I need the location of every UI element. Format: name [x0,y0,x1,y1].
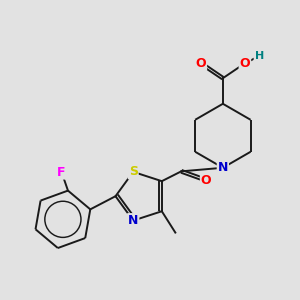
Text: F: F [57,166,66,178]
Text: O: O [201,174,211,187]
Text: O: O [196,57,206,70]
Text: N: N [128,214,138,227]
Text: O: O [240,57,250,70]
Text: H: H [254,51,264,61]
Text: S: S [129,165,138,178]
Text: N: N [218,161,228,174]
